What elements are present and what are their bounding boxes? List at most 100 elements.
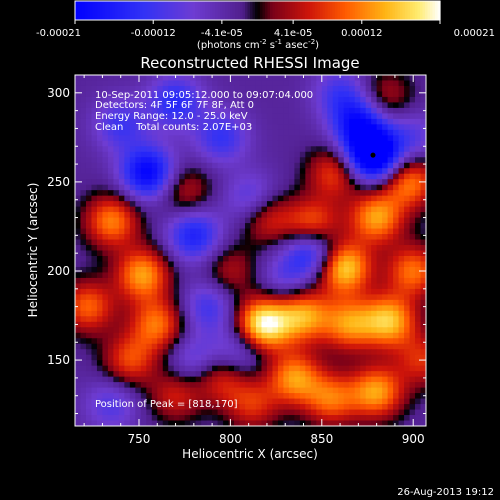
heatmap-cell	[398, 332, 405, 339]
heatmap-cell	[310, 135, 317, 142]
heatmap-cell	[195, 272, 202, 279]
heatmap-cell	[80, 96, 87, 103]
heatmap-cell	[393, 277, 400, 284]
heatmap-cell	[124, 124, 131, 131]
heatmap-cell	[343, 321, 350, 328]
heatmap-cell	[190, 404, 197, 411]
heatmap-cell	[376, 266, 383, 273]
heatmap-cell	[266, 277, 273, 284]
heatmap-cell	[376, 124, 383, 131]
heatmap-cell	[299, 299, 306, 306]
heatmap-cell	[140, 228, 147, 235]
heatmap-cell	[310, 277, 317, 284]
heatmap-cell	[299, 173, 306, 180]
heatmap-cell	[151, 239, 158, 246]
heatmap-cell	[75, 354, 81, 361]
heatmap-cell	[420, 288, 427, 295]
heatmap-cell	[118, 398, 125, 405]
heatmap-cell	[206, 261, 213, 268]
heatmap-cell	[75, 338, 81, 345]
heatmap-cell	[376, 151, 383, 158]
heatmap-cell	[305, 288, 312, 295]
heatmap-cell	[255, 91, 262, 98]
heatmap-cell	[135, 179, 142, 186]
heatmap-cell	[91, 398, 98, 405]
heatmap-cell	[288, 277, 295, 284]
heatmap-cell	[96, 129, 103, 136]
heatmap-cell	[255, 102, 262, 109]
heatmap-cell	[387, 343, 394, 350]
heatmap-cell	[360, 96, 367, 103]
heatmap-cell	[277, 277, 284, 284]
heatmap-cell	[146, 288, 153, 295]
heatmap-cell	[393, 404, 400, 411]
heatmap-cell	[332, 305, 339, 312]
heatmap-cell	[223, 343, 230, 350]
heatmap-cell	[371, 234, 378, 241]
heatmap-cell	[393, 376, 400, 383]
heatmap-cell	[332, 162, 339, 169]
heatmap-cell	[228, 338, 235, 345]
heatmap-cell	[310, 75, 317, 81]
heatmap-cell	[277, 349, 284, 356]
heatmap-cell	[255, 201, 262, 208]
heatmap-cell	[184, 91, 191, 98]
heatmap-cell	[294, 382, 301, 389]
heatmap-cell	[80, 393, 87, 400]
heatmap-cell	[294, 332, 301, 339]
heatmap-cell	[190, 151, 197, 158]
heatmap-cell	[102, 80, 109, 87]
heatmap-cell	[354, 157, 361, 164]
heatmap-cell	[398, 102, 405, 109]
heatmap-cell	[184, 371, 191, 378]
heatmap-cell	[129, 327, 136, 334]
heatmap-cell	[212, 382, 219, 389]
heatmap-cell	[398, 201, 405, 208]
heatmap-cell	[316, 102, 323, 109]
heatmap-cell	[398, 387, 405, 394]
heatmap-cell	[91, 321, 98, 328]
heatmap-cell	[398, 91, 405, 98]
heatmap-cell	[343, 201, 350, 208]
heatmap-cell	[332, 288, 339, 295]
heatmap-cell	[387, 294, 394, 301]
heatmap-cell	[173, 129, 180, 136]
heatmap-cell	[190, 277, 197, 284]
heatmap-cell	[195, 228, 202, 235]
heatmap-cell	[113, 338, 120, 345]
heatmap-cell	[299, 354, 306, 361]
heatmap-cell	[294, 102, 301, 109]
heatmap-cell	[124, 365, 131, 372]
heatmap-cell	[190, 239, 197, 246]
heatmap-cell	[118, 283, 125, 290]
heatmap-cell	[201, 371, 208, 378]
heatmap-cell	[283, 217, 290, 224]
heatmap-cell	[140, 184, 147, 191]
heatmap-cell	[266, 91, 273, 98]
heatmap-cell	[96, 354, 103, 361]
heatmap-cell	[184, 75, 191, 81]
heatmap-cell	[75, 124, 81, 131]
heatmap-cell	[239, 245, 246, 251]
heatmap-cell	[261, 277, 268, 284]
heatmap-cell	[365, 272, 372, 279]
heatmap-cell	[321, 239, 328, 246]
heatmap-cell	[113, 228, 120, 235]
heatmap-cell	[360, 316, 367, 323]
heatmap-cell	[190, 157, 197, 164]
heatmap-cell	[96, 294, 103, 301]
heatmap-cell	[179, 234, 186, 241]
heatmap-cell	[190, 387, 197, 394]
heatmap-cell	[316, 277, 323, 284]
heatmap-cell	[387, 91, 394, 98]
heatmap-cell	[310, 201, 317, 208]
heatmap-cell	[80, 365, 87, 372]
heatmap-cell	[365, 80, 372, 87]
colorbar-cell	[217, 1, 221, 20]
heatmap-cell	[277, 91, 284, 98]
heatmap-cell	[255, 250, 262, 257]
heatmap-cell	[343, 184, 350, 191]
heatmap-cell	[332, 168, 339, 175]
heatmap-cell	[75, 310, 81, 317]
heatmap-cell	[107, 223, 114, 230]
